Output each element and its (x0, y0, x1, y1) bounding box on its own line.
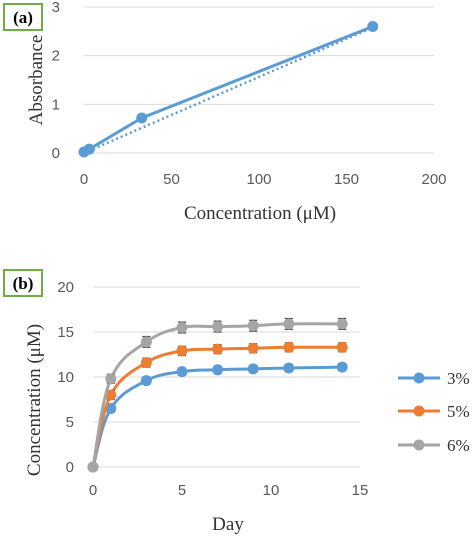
y-tick-label: 2 (52, 48, 60, 65)
data-point (176, 366, 188, 378)
legend-label: 5% (447, 402, 470, 421)
data-point (83, 143, 95, 155)
x-tick-label: 0 (80, 171, 88, 188)
plot-area-b (87, 317, 348, 473)
data-point (136, 112, 148, 124)
y-tick-labels-b: 0 5 10 15 20 (57, 279, 74, 476)
chart-a: (a) 0 1 2 3 0 50 100 150 200 Absorbance Concent… (3, 0, 447, 224)
data-point (247, 320, 259, 332)
x-tick-label: 5 (178, 482, 186, 499)
data-point (367, 20, 379, 32)
data-point (176, 322, 188, 333)
y-tick-label: 5 (66, 414, 74, 431)
legend-marker (413, 439, 425, 451)
panel-label-box-b (3, 269, 43, 297)
data-point (87, 461, 99, 473)
data-point (105, 373, 117, 385)
x-axis-title-b: Day (212, 514, 244, 535)
y-tick-label: 0 (52, 145, 60, 162)
gridlines-b (93, 286, 360, 468)
plot-area-a (78, 20, 379, 158)
legend-b: 3% 5% 6% (398, 369, 470, 455)
data-point (212, 343, 224, 355)
data-point (283, 318, 295, 330)
x-axis-title-a: Concentration (μM) (184, 203, 336, 224)
legend-marker (413, 372, 425, 384)
series-line (91, 365, 343, 468)
panel-label-b: (b) (13, 274, 34, 293)
x-tick-label: 150 (334, 171, 359, 188)
y-tick-label: 15 (57, 324, 74, 341)
trendline (83, 26, 374, 155)
series-line (83, 25, 374, 154)
data-point (247, 363, 259, 375)
data-point (212, 321, 224, 333)
y-axis-title-a: Absorbance (26, 35, 47, 126)
chart-b: (b) 0 5 10 15 20 0 5 10 15 Concentration (μM) D… (3, 269, 470, 535)
y-axis-title-b: Concentration (μM) (24, 324, 45, 476)
y-tick-labels-a: 0 1 2 3 (52, 0, 60, 162)
data-point (176, 345, 188, 357)
legend-label: 6% (447, 436, 470, 455)
x-tick-labels-a: 0 50 100 150 200 (80, 171, 447, 188)
y-tick-label: 10 (57, 369, 74, 386)
data-point (247, 342, 259, 354)
data-point (140, 357, 152, 369)
x-tick-label: 10 (263, 482, 280, 499)
data-point (140, 336, 152, 348)
data-point (336, 341, 348, 353)
data-point (336, 361, 348, 373)
gridlines-a (84, 6, 434, 154)
data-point (336, 318, 348, 330)
panel-label-a: (a) (13, 8, 33, 27)
data-point (140, 375, 152, 387)
y-tick-label: 3 (52, 0, 60, 16)
x-tick-label: 100 (246, 171, 271, 188)
data-point (283, 362, 295, 374)
x-tick-labels-b: 0 5 10 15 (89, 482, 369, 499)
legend-label: 3% (447, 369, 470, 388)
x-tick-label: 50 (163, 171, 180, 188)
x-tick-label: 200 (421, 171, 446, 188)
data-point (212, 364, 224, 376)
y-tick-label: 20 (57, 279, 74, 296)
legend-marker (413, 405, 425, 417)
y-tick-label: 1 (52, 96, 60, 113)
panel-label-box-a (3, 3, 43, 31)
y-tick-label: 0 (66, 459, 74, 476)
x-tick-label: 15 (352, 482, 369, 499)
data-point (283, 341, 295, 353)
x-tick-label: 0 (89, 482, 97, 499)
data-point (105, 389, 117, 401)
